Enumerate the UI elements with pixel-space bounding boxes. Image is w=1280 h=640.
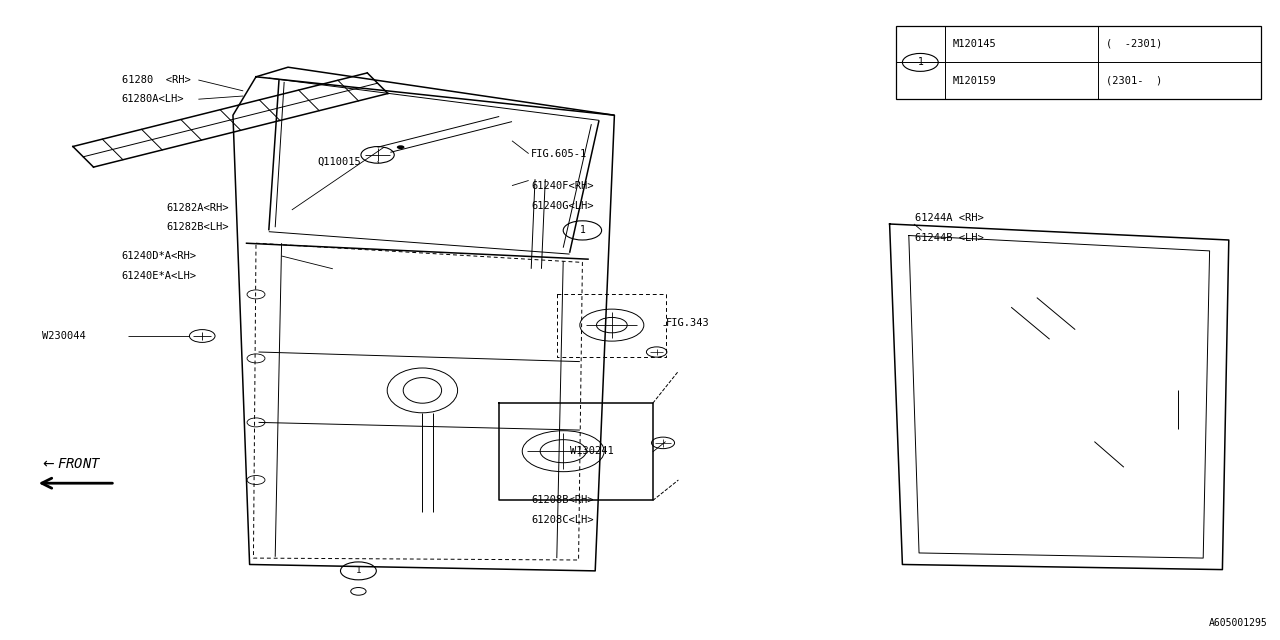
Text: M120145: M120145: [952, 39, 996, 49]
Text: 61244A <RH>: 61244A <RH>: [915, 212, 984, 223]
Text: 61280A<LH>: 61280A<LH>: [122, 94, 184, 104]
Text: 1: 1: [918, 58, 923, 67]
Text: 61240D*A<RH>: 61240D*A<RH>: [122, 251, 197, 261]
Bar: [896, 26, 1261, 99]
Text: 61240G<LH>: 61240G<LH>: [531, 201, 594, 211]
Text: W230044: W230044: [42, 331, 86, 341]
Text: $\it{\leftarrow}$FRONT: $\it{\leftarrow}$FRONT: [40, 457, 101, 471]
Text: 61280  <RH>: 61280 <RH>: [122, 75, 191, 85]
Text: 61282A<RH>: 61282A<RH>: [166, 203, 229, 213]
Text: (  -2301): ( -2301): [1106, 39, 1162, 49]
Text: M120159: M120159: [952, 76, 996, 86]
Text: 1: 1: [580, 225, 585, 236]
Circle shape: [397, 145, 404, 149]
Text: 61244B <LH>: 61244B <LH>: [915, 233, 984, 243]
Text: (2301-  ): (2301- ): [1106, 76, 1162, 86]
Text: 61208C<LH>: 61208C<LH>: [531, 515, 594, 525]
Text: W130241: W130241: [570, 446, 613, 456]
Text: FIG.605-1: FIG.605-1: [531, 148, 588, 159]
Text: A605001295: A605001295: [1208, 618, 1267, 628]
Text: 61282B<LH>: 61282B<LH>: [166, 222, 229, 232]
Text: 61240E*A<LH>: 61240E*A<LH>: [122, 271, 197, 282]
Text: 61208B<RH>: 61208B<RH>: [531, 495, 594, 506]
Text: FIG.343: FIG.343: [666, 318, 709, 328]
Text: 1: 1: [356, 566, 361, 575]
Text: Q110015: Q110015: [317, 156, 361, 166]
Text: 61240F<RH>: 61240F<RH>: [531, 180, 594, 191]
